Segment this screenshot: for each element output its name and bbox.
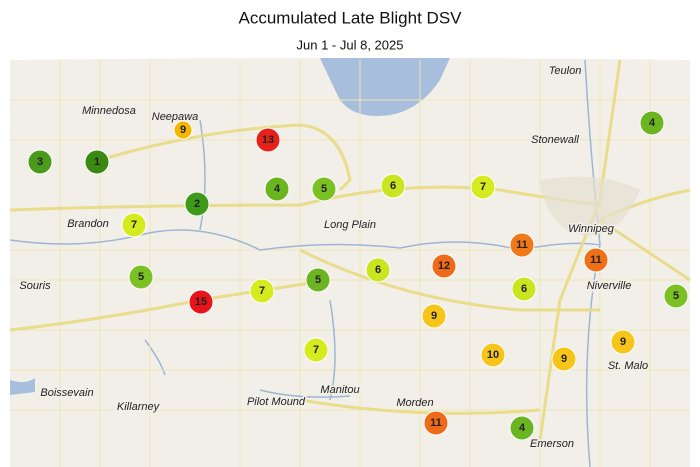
place-label: Neepawa (152, 111, 198, 123)
station-value: 9 (180, 124, 186, 136)
station-value: 11 (430, 417, 442, 429)
station-value: 9 (561, 353, 567, 365)
station-marker (421, 303, 447, 329)
station-value: 5 (673, 290, 679, 302)
place-label: Minnedosa (82, 105, 136, 117)
station-value: 6 (521, 283, 527, 295)
station-marker (509, 232, 535, 258)
place-label: Niverville (587, 280, 632, 292)
station-marker (303, 337, 329, 363)
station-value: 7 (131, 219, 137, 231)
station-value: 9 (431, 310, 437, 322)
station-value: 13 (262, 134, 274, 146)
station-marker (249, 278, 275, 304)
station-value: 11 (590, 254, 602, 266)
station-marker (121, 212, 147, 238)
station-marker (610, 329, 636, 355)
place-label: Brandon (67, 218, 109, 230)
station-value: 7 (480, 181, 486, 193)
station-value: 15 (195, 296, 207, 308)
station-marker (639, 110, 665, 136)
place-label: Stonewall (531, 134, 579, 146)
station-marker (173, 120, 193, 140)
station-marker (551, 346, 577, 372)
place-label: Winnipeg (568, 223, 615, 235)
place-labels: Minnedosa Neepawa Teulon Stonewall Winni… (18, 63, 650, 451)
station-value: 4 (649, 117, 656, 129)
station-marker (480, 342, 506, 368)
station-value: 4 (274, 183, 281, 195)
station-value: 4 (519, 422, 526, 434)
station-marker (380, 173, 406, 199)
station-value: 5 (315, 274, 321, 286)
place-label: Pilot Mound (247, 396, 306, 408)
station-value: 9 (620, 336, 626, 348)
subtitle: Jun 1 - Jul 8, 2025 (297, 37, 404, 52)
place-label: Manitou (320, 384, 359, 396)
station-value: 5 (138, 271, 144, 283)
stations: 3 1 9 13 4 4 5 6 7 2 7 11 11 5 15 7 5 6 12 6 5 9 7 10 9 9 11 4 (27, 110, 689, 441)
station-marker (255, 127, 281, 153)
station-marker (583, 247, 609, 273)
place-label: Boissevain (40, 387, 93, 399)
station-marker (84, 149, 110, 175)
station-value: 1 (94, 156, 100, 168)
place-label: Killarney (117, 401, 161, 413)
station-marker (188, 289, 214, 315)
station-marker (264, 176, 290, 202)
station-marker (431, 253, 457, 279)
station-value: 12 (438, 260, 450, 272)
station-marker (27, 149, 53, 175)
basemap (9, 58, 691, 467)
station-value: 6 (390, 180, 396, 192)
station-marker (423, 410, 449, 436)
station-marker (509, 415, 535, 441)
station-marker (365, 257, 391, 283)
place-label: Long Plain (324, 219, 376, 231)
station-marker (128, 264, 154, 290)
station-marker (663, 283, 689, 309)
place-label: Teulon (549, 65, 582, 77)
station-value: 2 (194, 198, 200, 210)
station-marker (184, 191, 210, 217)
station-marker (511, 276, 537, 302)
station-value: 11 (516, 239, 528, 251)
station-value: 5 (321, 183, 327, 195)
station-value: 3 (37, 156, 43, 168)
station-marker (311, 176, 337, 202)
place-label: Souris (19, 280, 51, 292)
station-marker (470, 174, 496, 200)
place-label: Emerson (530, 438, 574, 450)
station-value: 7 (313, 344, 319, 356)
station-marker (305, 267, 331, 293)
place-label: St. Malo (608, 360, 648, 372)
place-label: Morden (396, 397, 433, 409)
station-value: 7 (259, 285, 265, 297)
title: Accumulated Late Blight DSV (238, 8, 462, 27)
station-value: 10 (487, 349, 499, 361)
station-value: 6 (375, 264, 381, 276)
